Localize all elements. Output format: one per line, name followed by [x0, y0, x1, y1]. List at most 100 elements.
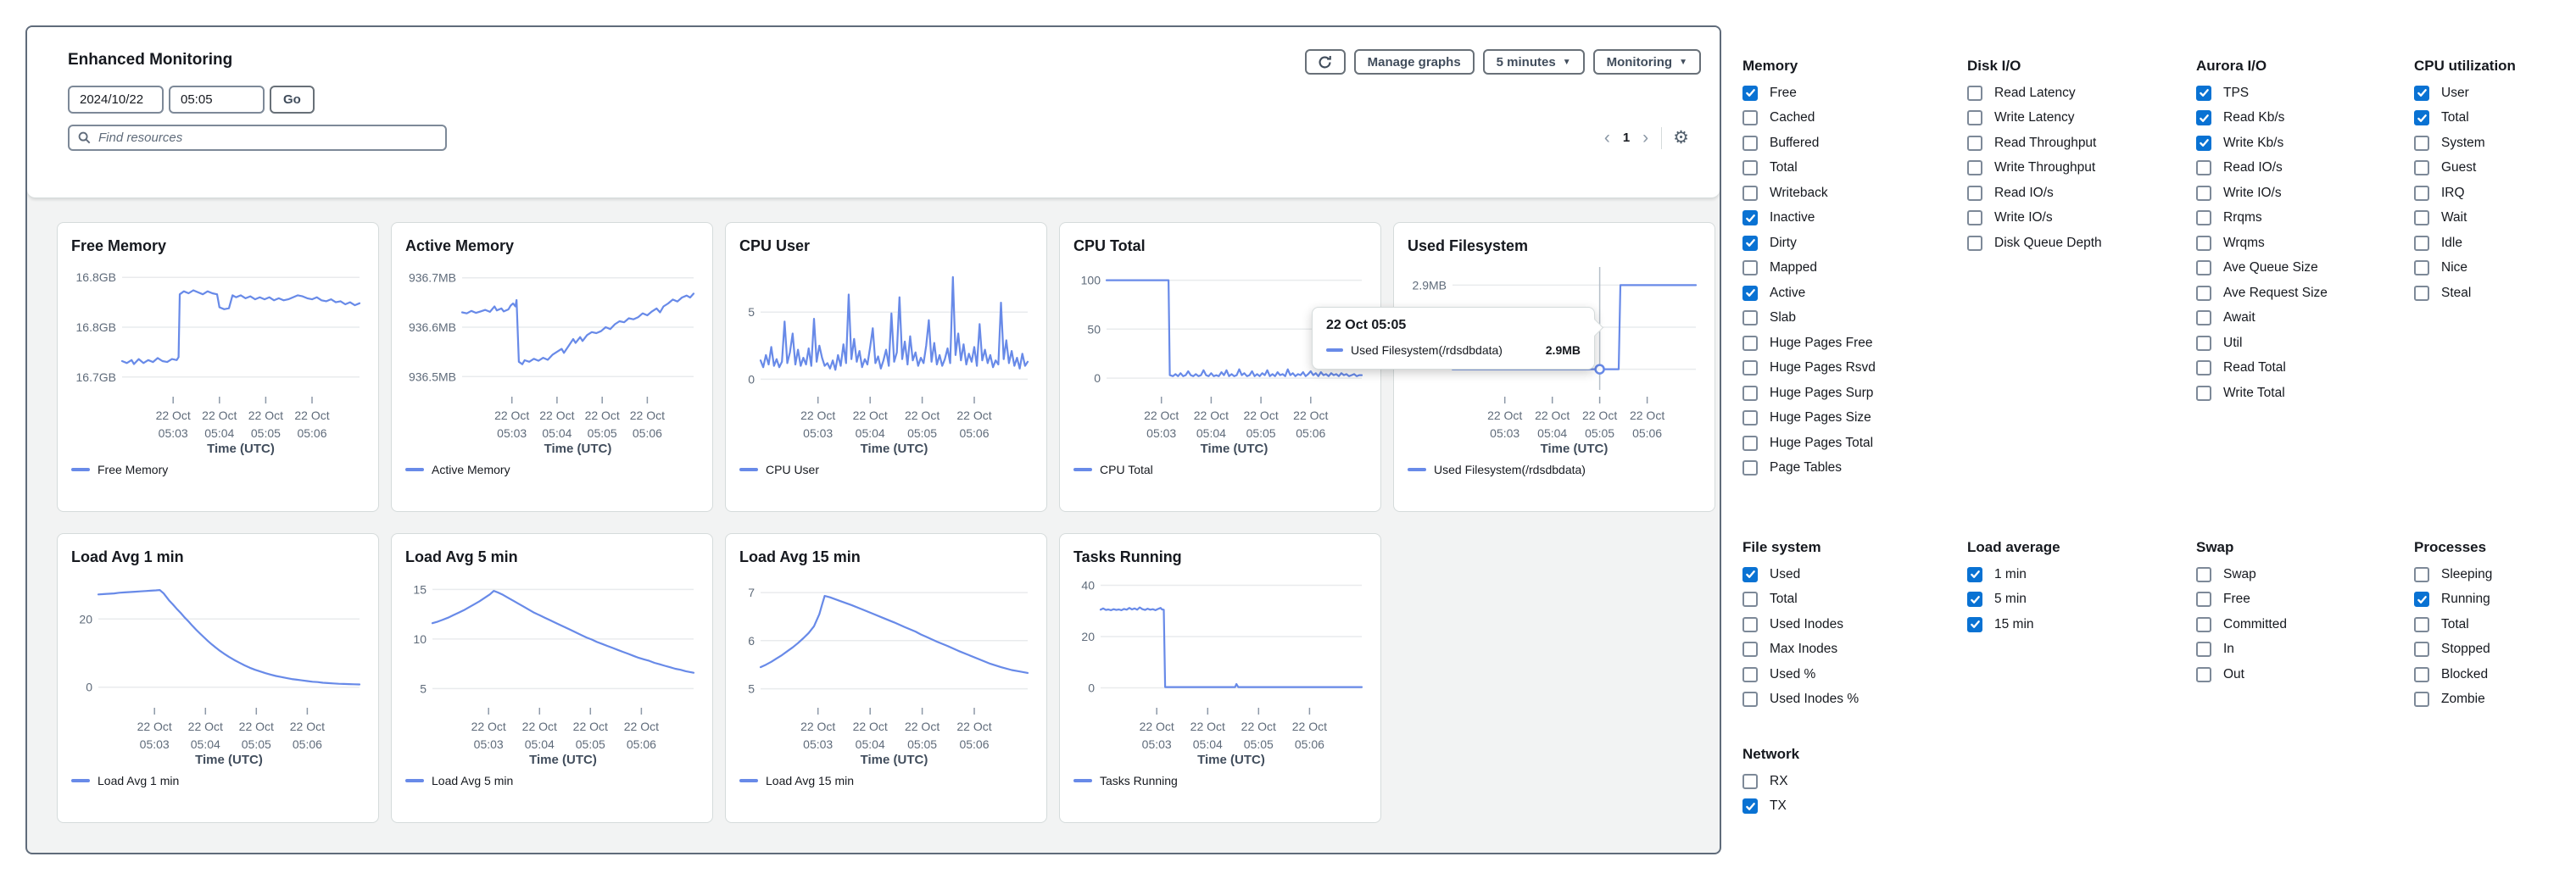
metric-item-cpu-utilization-guest[interactable]: Guest [2414, 156, 2576, 181]
checkbox-swap-committed[interactable] [2196, 616, 2211, 632]
checkbox-swap-out[interactable] [2196, 666, 2211, 682]
checkbox-memory-slab[interactable] [1742, 310, 1758, 326]
checkbox-processes-sleeping[interactable] [2414, 566, 2429, 582]
checkbox-aurora-i-o-read-total[interactable] [2196, 360, 2211, 376]
checkbox-aurora-i-o-tps[interactable] [2196, 85, 2211, 101]
metric-item-memory-page-tables[interactable]: Page Tables [1742, 456, 1967, 481]
checkbox-memory-inactive[interactable] [1742, 210, 1758, 226]
metric-item-aurora-i-o-read-io-s[interactable]: Read IO/s [2196, 156, 2414, 181]
checkbox-memory-dirty[interactable] [1742, 235, 1758, 251]
checkbox-file-system-used-inodes[interactable] [1742, 616, 1758, 632]
metric-item-processes-zombie[interactable]: Zombie [2414, 687, 2576, 713]
checkbox-memory-cached[interactable] [1742, 110, 1758, 126]
metric-item-memory-huge-pages-free[interactable]: Huge Pages Free [1742, 331, 1967, 356]
checkbox-file-system-used[interactable] [1742, 666, 1758, 682]
checkbox-swap-in[interactable] [2196, 642, 2211, 658]
metric-item-network-tx[interactable]: TX [1742, 794, 1967, 820]
metric-item-aurora-i-o-tps[interactable]: TPS [2196, 81, 2414, 106]
period-dropdown[interactable]: 5 minutes ▼ [1482, 49, 1585, 75]
checkbox-aurora-i-o-write-io-s[interactable] [2196, 185, 2211, 201]
metric-item-swap-in[interactable]: In [2196, 637, 2414, 663]
checkbox-disk-i-o-read-latency[interactable] [1967, 85, 1982, 101]
metric-item-swap-free[interactable]: Free [2196, 587, 2414, 613]
checkbox-aurora-i-o-ave-request-size[interactable] [2196, 285, 2211, 301]
next-page-icon[interactable]: › [1642, 128, 1649, 147]
checkbox-cpu-utilization-wait[interactable] [2414, 210, 2429, 226]
checkbox-cpu-utilization-total[interactable] [2414, 110, 2429, 126]
checkbox-disk-i-o-read-throughput[interactable] [1967, 135, 1982, 151]
metric-item-disk-i-o-write-latency[interactable]: Write Latency [1967, 106, 2196, 131]
metric-item-cpu-utilization-system[interactable]: System [2414, 131, 2576, 156]
checkbox-swap-swap[interactable] [2196, 566, 2211, 582]
checkbox-aurora-i-o-wrqms[interactable] [2196, 235, 2211, 251]
prev-page-icon[interactable]: ‹ [1603, 128, 1610, 147]
checkbox-processes-blocked[interactable] [2414, 666, 2429, 682]
metric-item-load-average-5-min[interactable]: 5 min [1967, 587, 2196, 613]
checkbox-network-tx[interactable] [1742, 798, 1758, 815]
metric-item-memory-writeback[interactable]: Writeback [1742, 181, 1967, 206]
checkbox-memory-mapped[interactable] [1742, 260, 1758, 276]
checkbox-file-system-used[interactable] [1742, 566, 1758, 582]
metric-item-disk-i-o-read-latency[interactable]: Read Latency [1967, 81, 2196, 106]
metric-item-disk-i-o-write-throughput[interactable]: Write Throughput [1967, 156, 2196, 181]
metric-item-processes-blocked[interactable]: Blocked [2414, 662, 2576, 687]
metric-item-memory-slab[interactable]: Slab [1742, 306, 1967, 331]
checkbox-memory-total[interactable] [1742, 160, 1758, 176]
checkbox-memory-huge-pages-free[interactable] [1742, 335, 1758, 351]
metric-item-memory-cached[interactable]: Cached [1742, 106, 1967, 131]
checkbox-memory-active[interactable] [1742, 285, 1758, 301]
checkbox-aurora-i-o-read-io-s[interactable] [2196, 160, 2211, 176]
metric-item-processes-stopped[interactable]: Stopped [2414, 637, 2576, 663]
metric-item-processes-total[interactable]: Total [2414, 612, 2576, 637]
metric-item-cpu-utilization-wait[interactable]: Wait [2414, 206, 2576, 231]
checkbox-disk-i-o-write-latency[interactable] [1967, 110, 1982, 126]
checkbox-aurora-i-o-rrqms[interactable] [2196, 210, 2211, 226]
metric-item-disk-i-o-read-io-s[interactable]: Read IO/s [1967, 181, 2196, 206]
metric-item-memory-buffered[interactable]: Buffered [1742, 131, 1967, 156]
metric-item-cpu-utilization-total[interactable]: Total [2414, 106, 2576, 131]
metric-item-processes-running[interactable]: Running [2414, 587, 2576, 613]
checkbox-file-system-used-inodes[interactable] [1742, 692, 1758, 708]
metric-item-cpu-utilization-idle[interactable]: Idle [2414, 231, 2576, 256]
checkbox-cpu-utilization-user[interactable] [2414, 85, 2429, 101]
metric-item-load-average-15-min[interactable]: 15 min [1967, 612, 2196, 637]
metric-item-swap-out[interactable]: Out [2196, 662, 2414, 687]
checkbox-file-system-max-inodes[interactable] [1742, 642, 1758, 658]
metric-item-cpu-utilization-irq[interactable]: IRQ [2414, 181, 2576, 206]
metric-item-aurora-i-o-rrqms[interactable]: Rrqms [2196, 206, 2414, 231]
metric-item-memory-huge-pages-surp[interactable]: Huge Pages Surp [1742, 381, 1967, 406]
metric-item-file-system-used-inodes[interactable]: Used Inodes [1742, 612, 1967, 637]
chart-plot-tasks-running[interactable]: 40 20 0 22 Oct 05:03 22 Oct 05:04 22 Oct 05:05 22… [1073, 570, 1367, 766]
metric-item-memory-mapped[interactable]: Mapped [1742, 256, 1967, 281]
metric-item-cpu-utilization-user[interactable]: User [2414, 81, 2576, 106]
chart-plot-free-memory[interactable]: 16.8GB 16.8GB 16.7GB 22 Oct 05:03 22 Oct 05:04… [71, 259, 365, 455]
checkbox-memory-huge-pages-rsvd[interactable] [1742, 360, 1758, 376]
monitoring-dropdown[interactable]: Monitoring ▼ [1592, 49, 1701, 75]
metric-item-memory-inactive[interactable]: Inactive [1742, 206, 1967, 231]
metric-item-disk-i-o-write-io-s[interactable]: Write IO/s [1967, 206, 2196, 231]
manage-graphs-button[interactable]: Manage graphs [1353, 49, 1475, 75]
metric-item-processes-sleeping[interactable]: Sleeping [2414, 562, 2576, 587]
metric-item-aurora-i-o-ave-queue-size[interactable]: Ave Queue Size [2196, 256, 2414, 281]
checkbox-cpu-utilization-nice[interactable] [2414, 260, 2429, 276]
chart-plot-cpu-total[interactable]: 100 50 0 22 Oct 05:03 22 Oct 05:04 22 Oct 05:05 2… [1073, 259, 1367, 455]
chart-plot-cpu-user[interactable]: 5 0 22 Oct 05:03 22 Oct 05:04 22 Oct 05:05 22 Oc… [739, 259, 1033, 455]
metric-item-file-system-used-inodes[interactable]: Used Inodes % [1742, 687, 1967, 713]
checkbox-file-system-total[interactable] [1742, 592, 1758, 608]
metric-item-memory-huge-pages-rsvd[interactable]: Huge Pages Rsvd [1742, 356, 1967, 381]
checkbox-memory-writeback[interactable] [1742, 185, 1758, 201]
chart-plot-active-memory[interactable]: 936.7MB 936.6MB 936.5MB 22 Oct 05:03 22 Oct 05… [405, 259, 699, 455]
checkbox-load-average-5-min[interactable] [1967, 592, 1982, 608]
checkbox-cpu-utilization-idle[interactable] [2414, 235, 2429, 251]
metric-item-aurora-i-o-read-kb-s[interactable]: Read Kb/s [2196, 106, 2414, 131]
checkbox-memory-buffered[interactable] [1742, 135, 1758, 151]
checkbox-disk-i-o-disk-queue-depth[interactable] [1967, 235, 1982, 251]
checkbox-memory-page-tables[interactable] [1742, 460, 1758, 476]
metric-item-network-rx[interactable]: RX [1742, 769, 1967, 794]
checkbox-cpu-utilization-steal[interactable] [2414, 285, 2429, 301]
metric-item-aurora-i-o-write-kb-s[interactable]: Write Kb/s [2196, 131, 2414, 156]
date-input[interactable] [68, 86, 164, 114]
chart-plot-load-avg-5min[interactable]: 15 10 5 22 Oct 05:03 22 Oct 05:04 22 Oct 05:05 22… [405, 570, 699, 766]
checkbox-cpu-utilization-system[interactable] [2414, 135, 2429, 151]
metric-item-aurora-i-o-await[interactable]: Await [2196, 306, 2414, 331]
